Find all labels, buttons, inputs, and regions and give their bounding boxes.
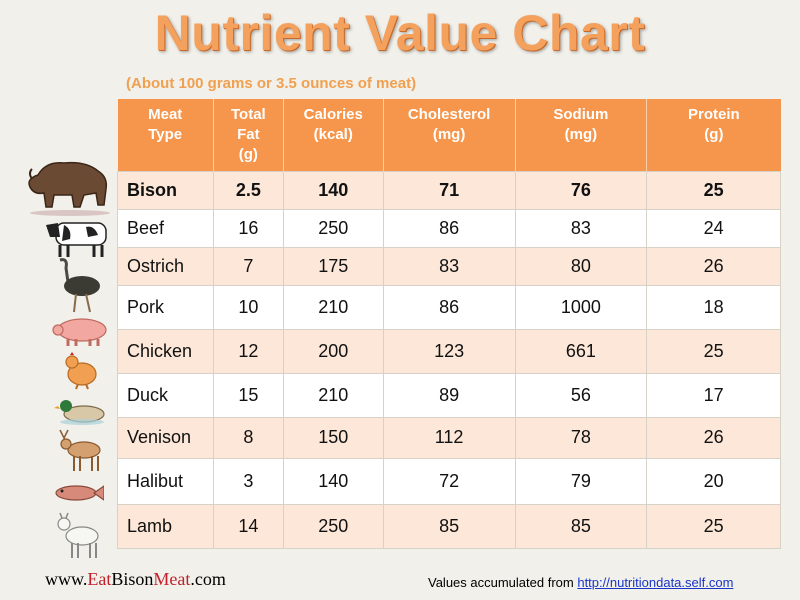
cell-protein: 25: [646, 170, 781, 210]
cell-cholesterol: 86: [382, 208, 516, 248]
chicken-icon: [65, 352, 97, 390]
cell-calories: 150: [282, 416, 384, 459]
cell-fat: 8: [212, 416, 284, 459]
cell-sodium: 79: [514, 457, 648, 505]
cell-cholesterol: 112: [382, 416, 516, 459]
table-row-lamb: Lamb 14 250 85 85 25: [117, 503, 781, 549]
source-link[interactable]: http://nutritiondata.self.com: [577, 575, 734, 590]
cell-calories: 200: [282, 328, 384, 374]
cell-protein: 25: [646, 503, 781, 549]
table-row-bison: Bison 2.5 140 71 76 25: [117, 170, 781, 210]
page-title: Nutrient Value Chart: [154, 5, 646, 61]
cell-meat: Venison: [117, 416, 214, 459]
table-row-venison: Venison 8 150 112 78 26: [117, 416, 781, 459]
cell-fat: 15: [212, 372, 284, 418]
cell-sodium: 78: [514, 416, 648, 459]
table-header-row: Meat Type Total Fat (g) Calories (kcal) Chol…: [117, 99, 781, 171]
cell-protein: 24: [646, 208, 781, 248]
cell-meat: Bison: [117, 170, 214, 210]
goat-icon: [57, 512, 99, 558]
table-row-beef: Beef 16 250 86 83 24: [117, 208, 781, 248]
cell-calories: 250: [282, 503, 384, 549]
cell-sodium: 661: [514, 328, 648, 374]
cell-cholesterol: 89: [382, 372, 516, 418]
table-row-halibut: Halibut 3 140 72 79 20: [117, 457, 781, 505]
source-text: Values accumulated from: [428, 575, 578, 590]
deer-icon: [59, 429, 101, 471]
cell-fat: 16: [212, 208, 284, 248]
fish-icon: [55, 485, 104, 501]
cell-sodium: 83: [514, 208, 648, 248]
cell-sodium: 76: [514, 170, 648, 210]
header-cholesterol: Cholesterol (mg): [382, 99, 516, 171]
cell-sodium: 85: [514, 503, 648, 549]
table-row-ostrich: Ostrich 7 175 83 80 26: [117, 246, 781, 286]
table-row-chicken: Chicken 12 200 123 661 25: [117, 328, 781, 374]
bison-icon: [28, 161, 110, 216]
cell-cholesterol: 86: [382, 284, 516, 330]
cell-sodium: 80: [514, 246, 648, 286]
cell-meat: Beef: [117, 208, 214, 248]
cow-icon: [46, 222, 107, 257]
cell-protein: 20: [646, 457, 781, 505]
page-subtitle: (About 100 grams or 3.5 ounces of meat): [126, 75, 417, 92]
nutrient-table: Meat Type Total Fat (g) Calories (kcal) Chol…: [117, 99, 781, 549]
cell-meat: Ostrich: [117, 246, 214, 286]
table-row-pork: Pork 10 210 86 1000 18: [117, 284, 781, 330]
cell-sodium: 1000: [514, 284, 648, 330]
header-total-fat: Total Fat (g): [212, 99, 284, 171]
cell-calories: 210: [282, 284, 384, 330]
cell-meat: Lamb: [117, 503, 214, 549]
cell-cholesterol: 85: [382, 503, 516, 549]
ostrich-icon: [59, 258, 100, 313]
cell-fat: 10: [212, 284, 284, 330]
cell-protein: 26: [646, 246, 781, 286]
cell-meat: Chicken: [117, 328, 214, 374]
cell-fat: 7: [212, 246, 284, 286]
cell-fat: 14: [212, 503, 284, 549]
cell-calories: 210: [282, 372, 384, 418]
header-sodium: Sodium (mg): [514, 99, 647, 171]
cell-fat: 3: [212, 457, 284, 505]
cell-cholesterol: 123: [382, 328, 516, 374]
cell-calories: 250: [282, 208, 384, 248]
cell-protein: 18: [646, 284, 781, 330]
cell-protein: 17: [646, 372, 781, 418]
cell-fat: 2.5: [212, 170, 284, 210]
duck-icon: [54, 400, 105, 425]
cell-calories: 175: [282, 246, 384, 286]
header-protein: Protein (g): [646, 99, 781, 171]
cell-cholesterol: 83: [382, 246, 516, 286]
table-row-duck: Duck 15 210 89 56 17: [117, 372, 781, 418]
source-note: Values accumulated from http://nutrition…: [428, 575, 733, 590]
cell-protein: 26: [646, 416, 781, 459]
cell-calories: 140: [282, 170, 384, 210]
site-url[interactable]: www.EatBisonMeat.com: [45, 569, 226, 589]
cell-protein: 25: [646, 328, 781, 374]
cell-cholesterol: 72: [382, 457, 516, 505]
cell-cholesterol: 71: [382, 170, 516, 210]
pig-icon: [52, 318, 107, 346]
cell-meat: Halibut: [117, 457, 214, 505]
animal-illustrations: [22, 0, 122, 600]
cell-fat: 12: [212, 328, 284, 374]
cell-meat: Duck: [117, 372, 214, 418]
header-calories: Calories (kcal): [282, 99, 384, 171]
cell-meat: Pork: [117, 284, 214, 330]
header-meat-type: Meat Type: [117, 99, 214, 171]
cell-calories: 140: [282, 457, 384, 505]
cell-sodium: 56: [514, 372, 648, 418]
